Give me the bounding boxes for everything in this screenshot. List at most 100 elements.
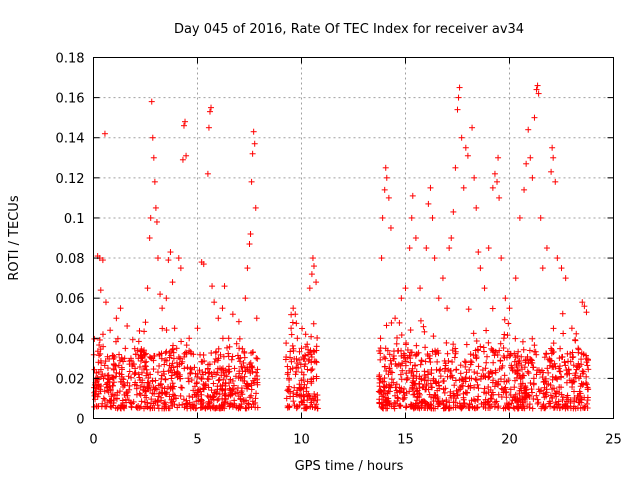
data-point bbox=[495, 154, 502, 161]
y-tick-label: 0.08 bbox=[56, 252, 85, 267]
data-point bbox=[294, 360, 301, 367]
data-point bbox=[450, 341, 457, 348]
data-point bbox=[149, 134, 156, 141]
data-point bbox=[482, 405, 489, 412]
data-point bbox=[101, 362, 108, 369]
data-point bbox=[411, 362, 418, 369]
data-point bbox=[423, 245, 430, 252]
data-point bbox=[245, 400, 252, 407]
data-point bbox=[564, 392, 571, 399]
data-point bbox=[559, 310, 566, 317]
data-point bbox=[290, 390, 297, 397]
data-point bbox=[550, 340, 557, 347]
data-point bbox=[148, 396, 155, 403]
data-point bbox=[300, 405, 307, 412]
data-point bbox=[219, 395, 226, 402]
data-point bbox=[143, 394, 150, 401]
data-point bbox=[170, 355, 177, 362]
data-point bbox=[230, 382, 237, 389]
data-point bbox=[533, 392, 540, 399]
data-point bbox=[471, 174, 478, 181]
data-point bbox=[151, 178, 158, 185]
data-point bbox=[133, 391, 140, 398]
data-point bbox=[553, 375, 560, 382]
data-point bbox=[377, 388, 384, 395]
data-point bbox=[543, 245, 550, 252]
data-point bbox=[565, 367, 572, 374]
data-point bbox=[101, 396, 108, 403]
data-point bbox=[516, 214, 523, 221]
data-point bbox=[238, 363, 245, 370]
data-point bbox=[254, 404, 261, 411]
data-point bbox=[463, 341, 470, 348]
data-point bbox=[430, 405, 437, 412]
data-point bbox=[235, 318, 242, 325]
data-point bbox=[495, 391, 502, 398]
data-point bbox=[136, 390, 143, 397]
data-point bbox=[251, 140, 258, 147]
data-point bbox=[233, 340, 240, 347]
data-point bbox=[501, 316, 508, 323]
data-point bbox=[305, 358, 312, 365]
data-point bbox=[506, 305, 513, 312]
data-point bbox=[533, 86, 540, 93]
data-point bbox=[532, 348, 539, 355]
data-point bbox=[522, 384, 529, 391]
data-point bbox=[283, 354, 290, 361]
data-point bbox=[537, 214, 544, 221]
data-point bbox=[457, 386, 464, 393]
data-point bbox=[498, 255, 505, 262]
y-axis-label: ROTI / TECUs bbox=[7, 195, 22, 280]
data-point bbox=[246, 367, 253, 374]
data-point bbox=[121, 355, 128, 362]
data-point bbox=[550, 385, 557, 392]
data-point bbox=[408, 214, 415, 221]
data-point bbox=[575, 345, 582, 352]
data-point bbox=[467, 351, 474, 358]
data-point bbox=[378, 255, 385, 262]
data-point bbox=[488, 345, 495, 352]
data-point bbox=[290, 305, 297, 312]
data-point bbox=[433, 349, 440, 356]
data-point bbox=[515, 403, 522, 410]
data-point bbox=[135, 338, 142, 345]
data-point bbox=[185, 378, 192, 385]
data-point bbox=[252, 204, 259, 211]
data-point bbox=[504, 332, 511, 339]
data-point bbox=[500, 345, 507, 352]
data-point bbox=[457, 370, 464, 377]
data-point bbox=[558, 384, 565, 391]
data-point bbox=[291, 355, 298, 362]
data-point bbox=[504, 348, 511, 355]
data-point bbox=[104, 384, 111, 391]
data-point bbox=[382, 355, 389, 362]
data-point bbox=[289, 319, 296, 326]
data-point bbox=[162, 349, 169, 356]
data-point bbox=[458, 405, 465, 412]
data-point bbox=[548, 347, 555, 354]
data-point bbox=[440, 386, 447, 393]
data-point bbox=[133, 404, 140, 411]
data-point bbox=[100, 395, 107, 402]
data-point bbox=[530, 381, 537, 388]
data-point bbox=[224, 344, 231, 351]
data-point bbox=[187, 370, 194, 377]
data-point bbox=[561, 358, 568, 365]
data-point bbox=[526, 404, 533, 411]
data-point bbox=[439, 275, 446, 282]
data-point bbox=[485, 339, 492, 346]
data-point bbox=[393, 340, 400, 347]
data-point bbox=[485, 245, 492, 252]
data-point bbox=[235, 393, 242, 400]
data-point bbox=[117, 305, 124, 312]
data-point bbox=[468, 359, 475, 366]
data-point bbox=[380, 383, 387, 390]
data-point bbox=[502, 384, 509, 391]
data-point bbox=[308, 271, 315, 278]
data-point bbox=[558, 265, 565, 272]
data-point bbox=[473, 204, 480, 211]
y-tick-label: 0.12 bbox=[56, 172, 85, 187]
data-point bbox=[91, 366, 98, 373]
data-point bbox=[441, 357, 448, 364]
data-point bbox=[483, 327, 490, 334]
